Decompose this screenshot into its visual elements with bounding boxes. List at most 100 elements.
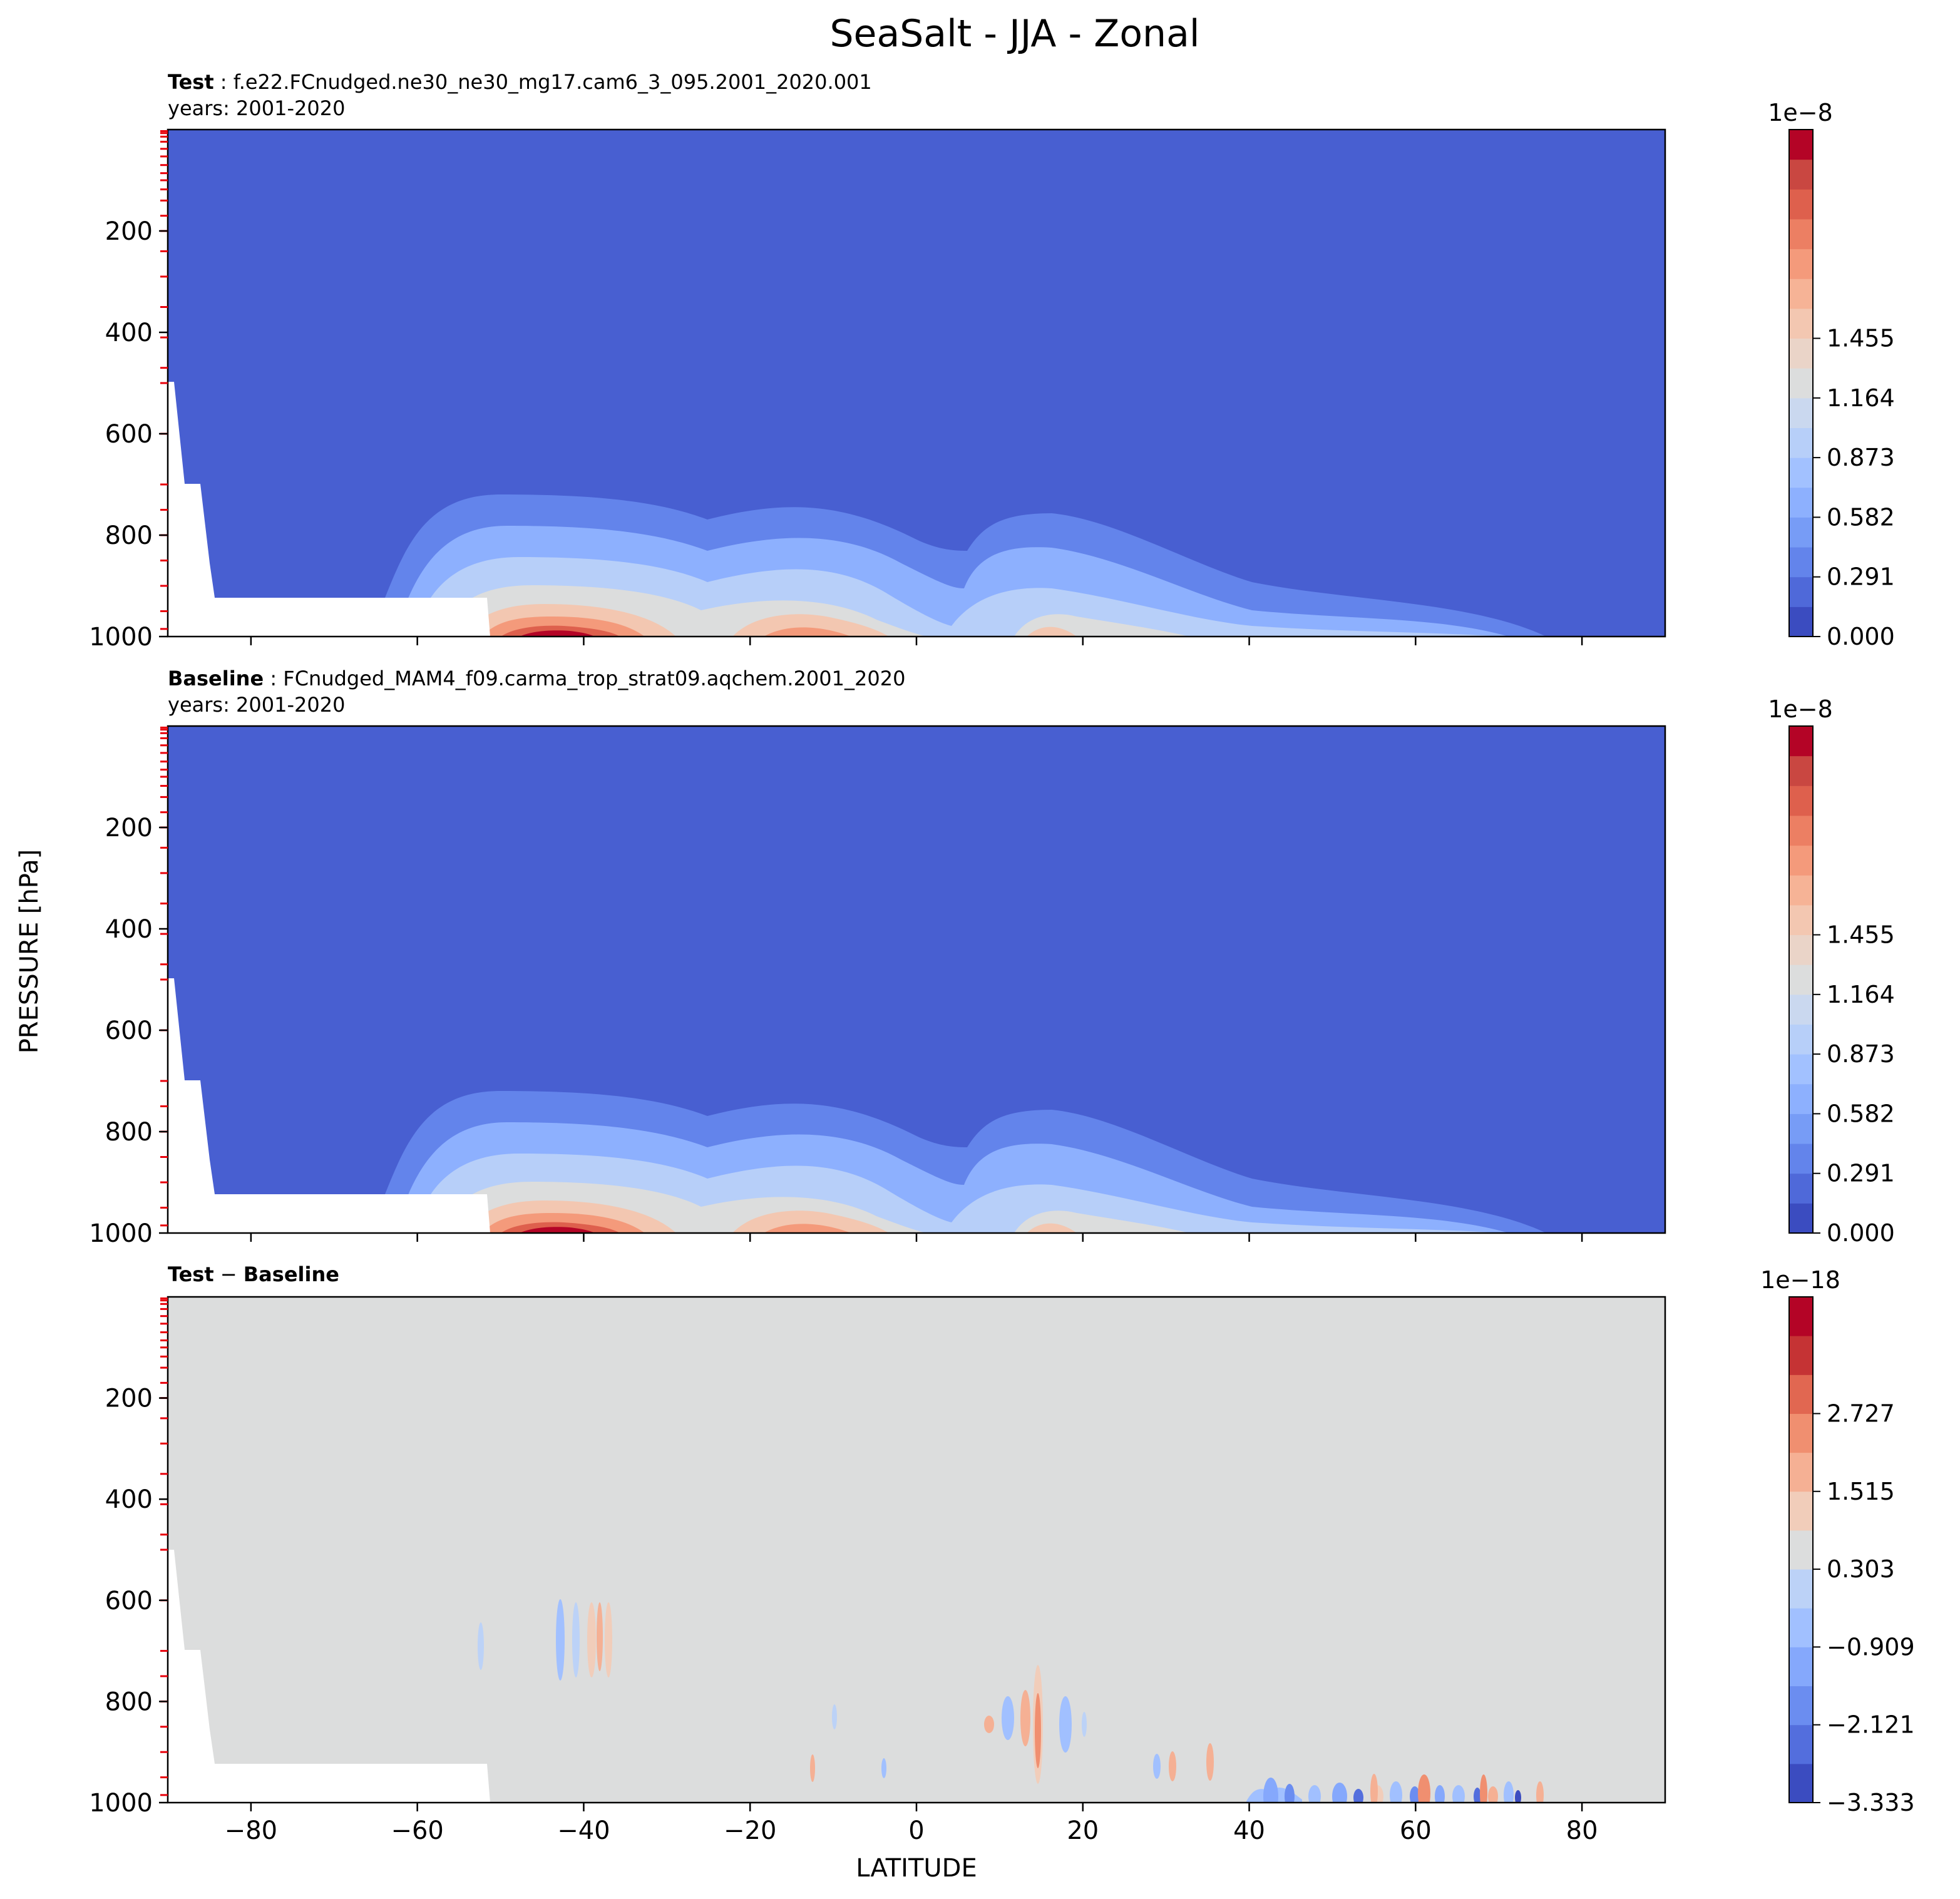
colorbar-tick-label: −3.333 (1827, 1789, 1915, 1816)
colorbar-swatch (1789, 726, 1813, 757)
y-tick-label: 1000 (89, 1219, 153, 1248)
x-tick-label: 20 (1067, 1816, 1099, 1845)
y-tick-label: 800 (105, 1687, 153, 1716)
colorbar-swatch (1789, 1491, 1813, 1531)
panel-diff: Test − Baseline (89, 1262, 1666, 1845)
panel-baseline-title-bold: Baseline (168, 667, 264, 690)
colorbar-swatch (1789, 845, 1813, 876)
x-tick-label: −60 (391, 1816, 443, 1845)
colorbar-tick-label: −2.121 (1827, 1711, 1915, 1739)
colorbar-tick-label: 0.303 (1827, 1555, 1895, 1583)
panel-test-contours (168, 130, 1665, 637)
y-tick-label: 1000 (89, 623, 153, 652)
panel-test: Test : f.e22.FCnudged.ne30_ne30_mg17.cam… (89, 70, 1666, 652)
colorbar-swatch (1789, 547, 1813, 578)
y-tick-label: 800 (105, 521, 153, 550)
colorbar-tick-label: 0.000 (1827, 1219, 1895, 1247)
panel-diff-title: Test − Baseline (168, 1262, 339, 1286)
y-tick-label: 800 (105, 1118, 153, 1147)
colorbar-swatch (1789, 1647, 1813, 1687)
panel-diff-title-bold2: Baseline (244, 1262, 339, 1286)
y-tick-label: 1000 (89, 1789, 153, 1818)
colorbar-swatch (1789, 487, 1813, 518)
panel-test-title-bold: Test (168, 70, 214, 94)
panel-baseline-title: Baseline : FCnudged_MAM4_f09.carma_trop_… (168, 667, 905, 690)
colorbar-tick-label: 0.291 (1827, 1160, 1895, 1187)
colorbar-tick-label: 0.582 (1827, 1100, 1895, 1127)
colorbar-swatch (1789, 1113, 1813, 1144)
figure-title: SeaSalt - JJA - Zonal (829, 12, 1199, 56)
colorbar-swatch (1789, 338, 1813, 369)
colorbar-swatch (1789, 607, 1813, 637)
colorbar-swatch (1789, 159, 1813, 190)
colorbar-frame (1788, 725, 1814, 1234)
colorbar-swatch (1789, 189, 1813, 220)
colorbar-frame (1788, 1296, 1814, 1803)
colorbar-swatch (1789, 1724, 1813, 1764)
colorbar-tick-label: 1.164 (1827, 384, 1895, 412)
x-tick-label: −20 (724, 1816, 776, 1845)
colorbar-tick-label: 0.582 (1827, 503, 1895, 531)
colorbar-swatch (1789, 458, 1813, 488)
y-tick-label: 400 (105, 319, 153, 347)
panel-baseline-years: years: 2001-2020 (168, 693, 345, 717)
x-tick-label: −80 (225, 1816, 277, 1845)
colorbar-swatch (1789, 279, 1813, 309)
colorbar-swatch (1789, 517, 1813, 548)
colorbar-swatch (1789, 1413, 1813, 1453)
colorbar-swatch (1789, 218, 1813, 250)
panel-test-years: years: 2001-2020 (168, 96, 345, 120)
colorbar-tick-label: 1.455 (1827, 921, 1895, 949)
colorbar-swatch (1789, 1173, 1813, 1204)
y-tick-label: 600 (105, 420, 153, 449)
panel-diff-title-minus: − (214, 1262, 244, 1286)
colorbar-swatch (1789, 1083, 1813, 1114)
colorbar-swatch (1789, 1608, 1813, 1647)
colorbar-swatch (1789, 965, 1813, 995)
colorbar-swatch (1789, 1686, 1813, 1726)
panel-baseline-title-rest: : FCnudged_MAM4_f09.carma_trop_strat09.a… (264, 667, 905, 690)
colorbar-swatch (1789, 786, 1813, 816)
panel-baseline: Baseline : FCnudged_MAM4_f09.carma_trop_… (89, 667, 1666, 1248)
y-tick-label: 600 (105, 1016, 153, 1045)
panel-diff-contours (168, 1297, 1665, 1803)
colorbar-diff: −3.333 −2.121 −0.909 0.303 1.515 2.727 1e−18 (1760, 1266, 1915, 1816)
panel-baseline-contours (168, 726, 1665, 1233)
y-tick-label: 200 (105, 217, 153, 246)
colorbar-tick-label: 1.164 (1827, 981, 1895, 1008)
x-tick-label: 80 (1566, 1816, 1598, 1845)
x-axis-label: LATITUDE (856, 1854, 977, 1883)
panel-test-axes: 200 400 600 800 1000 (89, 130, 1583, 652)
colorbar-swatch (1789, 1024, 1813, 1055)
colorbar-swatch (1789, 994, 1813, 1025)
x-tick-label: 40 (1233, 1816, 1265, 1845)
colorbar-swatch (1789, 815, 1813, 846)
colorbar-swatch (1789, 875, 1813, 906)
colorbar-baseline: 0.000 0.291 0.582 0.873 1.164 1.455 1e−8 (1768, 695, 1895, 1247)
colorbar-swatch (1789, 368, 1813, 399)
x-tick-label: 60 (1400, 1816, 1432, 1845)
colorbar-swatch (1789, 308, 1813, 339)
colorbar-tick-label: 0.000 (1827, 623, 1895, 650)
colorbar-swatch (1789, 1297, 1813, 1336)
colorbar-swatch (1789, 1569, 1813, 1609)
colorbar-swatch (1789, 1763, 1813, 1803)
x-tick-label: 0 (908, 1816, 924, 1845)
colorbar-swatch (1789, 1336, 1813, 1375)
colorbar-tick-label: 1.455 (1827, 325, 1895, 352)
colorbar-swatch (1789, 934, 1813, 965)
panel-diff-axes: −80 −60 −40 −20 0 20 40 60 80 200 400 600 800 1000 (89, 1297, 1598, 1845)
colorbar-swatch (1789, 1452, 1813, 1492)
y-tick-label: 200 (105, 1385, 153, 1413)
colorbar-exponent: 1e−18 (1760, 1266, 1840, 1294)
colorbar-swatch (1789, 1054, 1813, 1085)
colorbar-swatch (1789, 904, 1813, 936)
y-tick-label: 400 (105, 1485, 153, 1514)
panel-test-title-rest: : f.e22.FCnudged.ne30_ne30_mg17.cam6_3_0… (214, 70, 872, 94)
colorbar-frame (1788, 129, 1814, 637)
colorbar-swatch (1789, 248, 1813, 279)
colorbar-tick-label: 1.515 (1827, 1478, 1895, 1505)
colorbar-swatch (1789, 1530, 1813, 1570)
colorbar-exponent: 1e−8 (1768, 99, 1833, 126)
